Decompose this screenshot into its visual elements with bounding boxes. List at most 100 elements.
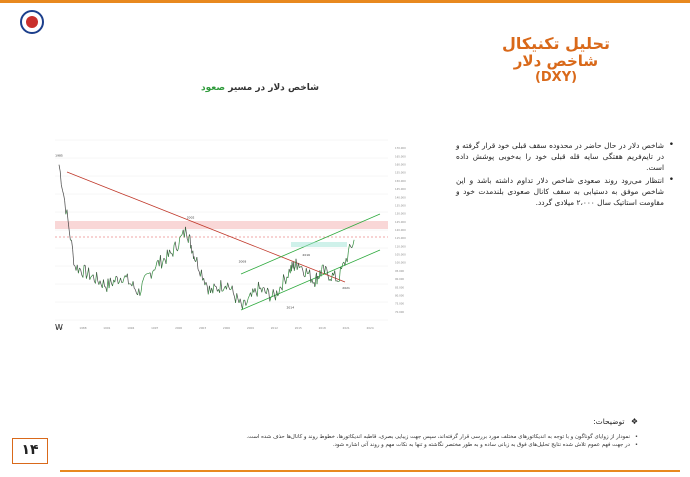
x-tick-label: 2018: [319, 326, 326, 330]
bottom-accent-line: [60, 470, 680, 472]
price-segment: [344, 258, 347, 266]
x-tick-label: 1988: [79, 326, 86, 330]
chart-heading-highlight: صعود: [201, 83, 226, 93]
title-line-1: تحلیل تکنیکال: [501, 34, 611, 53]
price-segment: [150, 272, 153, 279]
price-segment: [179, 235, 182, 238]
notes-list: نمودار از زوایای گوناگون و با توجه به ان…: [240, 433, 638, 449]
price-segment: [133, 288, 136, 290]
price-segment: [261, 287, 264, 293]
price-segment: [346, 250, 349, 263]
price-segment: [80, 269, 83, 276]
y-tick-label: 105.000: [395, 253, 406, 257]
price-segment: [319, 270, 321, 274]
y-tick-label: 165.000: [395, 154, 406, 158]
price-segment: [231, 285, 234, 294]
price-segment: [78, 267, 80, 274]
note-item-2: در جهت فهم عموم تلاش شده نتایج تحلیل‌های…: [240, 441, 638, 449]
price-segment: [66, 209, 69, 222]
price-axis: 70.000 75.000 80.000 85.000 90.000 95.000 100.…: [395, 146, 406, 314]
price-segment: [140, 282, 143, 292]
price-segment: [321, 265, 323, 270]
price-segment: [302, 270, 305, 277]
price-segment: [258, 281, 260, 289]
price-segment: [336, 280, 339, 282]
price-segment: [266, 287, 268, 294]
price-segment: [256, 281, 259, 297]
price-segment: [142, 275, 145, 280]
price-segment: [277, 293, 280, 297]
dxy-chart: 1985 1988 1991 1994 1997 2000 2003 2006 2009 2012…: [55, 134, 413, 334]
title-line-2: شاخص دلار: [513, 52, 599, 70]
price-segment: [62, 189, 64, 195]
x-tick-label: 2021: [343, 326, 350, 330]
price-segment: [201, 269, 203, 281]
price-segment: [174, 241, 177, 250]
price-segment: [144, 274, 146, 277]
price-segment: [263, 287, 266, 293]
price-segment: [330, 272, 333, 282]
price-segment: [314, 284, 316, 288]
price-segment: [293, 261, 295, 271]
price-segment: [242, 300, 244, 310]
company-logo: [14, 10, 50, 54]
x-tick-label: 1991: [103, 326, 110, 330]
y-tick-label: 90.000: [395, 277, 404, 281]
price-segment: [155, 261, 158, 267]
price-segment: [348, 244, 350, 251]
price-segment: [281, 274, 284, 291]
price-segment: [210, 287, 213, 293]
y-tick-label: 155.000: [395, 171, 406, 175]
price-segment: [291, 261, 293, 266]
price-segment: [197, 269, 200, 272]
price-segment: [95, 272, 97, 284]
notes-heading: ❖ توضیحات:: [593, 417, 638, 426]
y-tick-label: 130.000: [395, 212, 406, 216]
price-segment: [88, 267, 91, 280]
price-segment: [246, 298, 249, 304]
price-segment: [327, 275, 330, 281]
logo-emblem: [20, 10, 44, 34]
price-segment: [220, 280, 223, 292]
price-segment: [90, 275, 93, 278]
y-tick-label: 85.000: [395, 285, 404, 289]
price-segment: [138, 288, 141, 296]
x-tick-label: 2006: [223, 326, 230, 330]
price-segment: [183, 226, 186, 238]
price-segment: [163, 257, 166, 260]
price-segment: [283, 274, 285, 280]
price-segment: [270, 296, 273, 298]
price-segment: [115, 275, 118, 278]
top-accent-bar: [0, 0, 690, 3]
price-segment: [122, 278, 125, 283]
price-segment: [275, 290, 277, 301]
price-segment: [106, 278, 109, 292]
price-segment: [338, 267, 341, 282]
price-segment: [318, 270, 321, 279]
peak-label: 2008: [239, 260, 247, 264]
notes-heading-text: توضیحات:: [593, 417, 625, 426]
price-segment: [141, 279, 144, 283]
price-segment: [60, 184, 63, 191]
price-segment: [63, 194, 66, 201]
price-segment: [186, 238, 189, 241]
y-tick-label: 110.000: [395, 244, 406, 248]
chart-heading-prefix: شاخص دلار در مسیر: [228, 83, 319, 93]
price-segment: [177, 247, 179, 252]
x-tick-label: 1994: [127, 326, 134, 330]
price-segment: [99, 280, 102, 285]
y-tick-label: 95.000: [395, 269, 404, 273]
price-segment: [267, 287, 269, 292]
x-tick-label: 1985: [55, 326, 62, 330]
y-tick-label: 80.000: [395, 293, 404, 297]
price-segment: [72, 249, 75, 266]
price-segment: [244, 299, 247, 306]
price-segment: [209, 285, 211, 293]
price-segment: [235, 293, 238, 303]
x-tick-label: 2000: [175, 326, 182, 330]
price-segment: [84, 265, 87, 279]
y-tick-label: 75.000: [395, 302, 404, 306]
x-tick-label: 1997: [151, 326, 158, 330]
price-segment: [169, 249, 171, 254]
price-segment: [89, 276, 92, 280]
